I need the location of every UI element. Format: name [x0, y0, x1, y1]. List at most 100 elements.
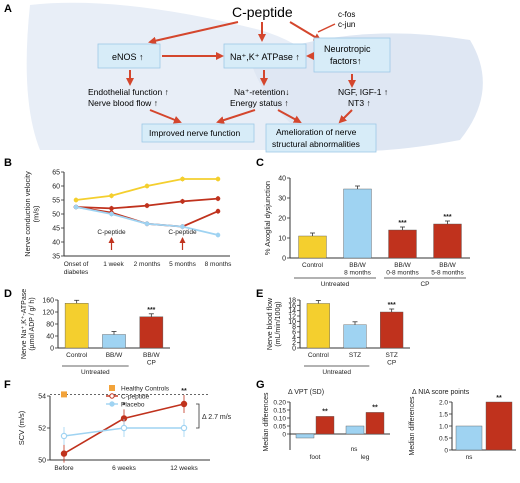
- chart-b-point: [180, 176, 185, 182]
- chart-g2-bar: [455, 425, 483, 451]
- chart-e-y-tick-label: 4: [292, 335, 296, 342]
- chart-c-x-tick-label: BB/W: [394, 262, 411, 269]
- chart-b-x-tick-label: 2 months: [134, 261, 161, 268]
- chart-b-point: [144, 183, 150, 189]
- panel-label-d: D: [4, 288, 12, 300]
- chart-g2-y-tick-label: 1.0: [439, 424, 448, 431]
- chart-f-point: [120, 424, 128, 432]
- chart-c-y-tick-label: 0: [282, 256, 286, 263]
- chart-f-sig-label: **: [181, 388, 187, 395]
- chart-e-y-tick-label: 2: [292, 340, 296, 347]
- endothelial-text: Endothelial function ↑: [88, 87, 169, 97]
- na-retention-text: Na⁺-retention↓: [234, 87, 290, 97]
- chart-e-y-tick-label: 0: [292, 346, 296, 353]
- chart-d-bar: [64, 303, 89, 349]
- chart-g1-y-tick-label: 0.10: [273, 416, 286, 423]
- chart-f-x-tick-label: Before: [54, 465, 74, 472]
- chart-b-y-tick-label: 50: [52, 212, 60, 219]
- panel-a-bg-shape-2: [250, 33, 483, 152]
- chart-f-legend-marker: [109, 393, 115, 399]
- chart-f-legend-label: Placebo: [121, 402, 145, 409]
- chart-d-group-label: Untreated: [81, 369, 110, 376]
- panel-label-f: F: [4, 379, 11, 391]
- chart-c-x-tick-label: 8 months: [344, 270, 371, 277]
- chart-g1-bar: [345, 425, 365, 435]
- chart-e-bar: [343, 324, 367, 349]
- chart-e-y-tick-label: 18: [288, 298, 296, 305]
- chart-f-legend-label: C-peptide: [121, 394, 150, 401]
- chart-g1-bar: [365, 412, 385, 435]
- cjun-label: c-jun: [338, 20, 355, 29]
- chart-c-sig-label: ***: [398, 220, 406, 227]
- chart-b-x-tick-label: 5 months: [169, 261, 196, 268]
- chart-c-x-tick-label: BB/W: [439, 262, 456, 269]
- chart-b-series-line: [75, 178, 218, 201]
- chart-c-sig-label: ***: [443, 214, 451, 221]
- panel-label-c: C: [256, 157, 264, 169]
- chart-c-group-label-1: Untreated: [321, 281, 350, 288]
- atpase-box: [223, 43, 307, 69]
- chart-d-ylabel: Nerve Na⁺,K⁺-ATPase(µmol ADP / g/ h): [21, 289, 36, 359]
- arrow-to-enos: [148, 21, 239, 45]
- chart-b-y-tick-label: 35: [52, 254, 60, 261]
- chart-f-y-tick-label: 54: [38, 394, 46, 401]
- amelioration-box: [265, 123, 377, 153]
- chart-b-x-tick-label: diabetes: [64, 269, 89, 276]
- chart-g1-y-tick-label: 0.20: [273, 400, 286, 407]
- chart-d-x-tick-label: CP: [147, 360, 156, 367]
- chart-d-y-tick-label: 0: [50, 346, 54, 353]
- chart-e-bar: [306, 303, 330, 349]
- chart-e-x-tick-label: Control: [308, 352, 330, 359]
- chart-b-y-tick-label: 60: [52, 184, 60, 191]
- enos-label: eNOS ↑: [112, 52, 144, 62]
- chart-d-y-tick-label: 80: [46, 322, 54, 329]
- chart-f-point: [60, 450, 68, 457]
- chart-f-point: [180, 424, 188, 432]
- amelioration-label-2: structural abnormalities: [272, 139, 360, 149]
- chart-f-legend-marker: [109, 385, 115, 391]
- chart-b-ylabel: Nerve conduction velocity(m/s): [23, 171, 41, 257]
- chart-g1-sig-label: **: [322, 408, 328, 415]
- c-peptide-title: C-peptide: [232, 4, 293, 20]
- chart-b-point: [215, 232, 221, 238]
- amelioration-label-1: Amelioration of nerve: [276, 127, 357, 137]
- chart-b-y-tick-label: 55: [52, 198, 60, 205]
- chart-c-y-tick-label: 20: [278, 216, 286, 223]
- cfos-connector: [317, 23, 336, 33]
- chart-b-point: [73, 204, 79, 210]
- chart-g1-y-tick-label: 0: [282, 432, 286, 439]
- panel-label-e: E: [256, 288, 263, 300]
- arrow-energy-improved: [216, 109, 256, 124]
- chart-g2-sig-label: **: [496, 395, 502, 402]
- chart-g2-y-tick-label: 0.5: [439, 436, 448, 443]
- chart-f-sig-label: *: [123, 402, 126, 409]
- chart-f-point: [60, 432, 68, 440]
- chart-e-y-tick-label: 6: [292, 330, 296, 337]
- chart-g2-y-tick-label: 2.0: [439, 400, 448, 407]
- chart-b-point: [215, 208, 221, 214]
- chart-g2-bar: [485, 401, 513, 451]
- chart-g1-x-tick-label: leg: [361, 454, 370, 461]
- chart-g1-ylabel: Median differences: [263, 392, 270, 452]
- chart-c-bar: [343, 188, 372, 259]
- chart-c-y-tick-label: 40: [278, 176, 286, 183]
- chart-b-annotation-2: C-peptide: [168, 229, 197, 236]
- cfos-label: c-fos: [338, 10, 355, 19]
- chart-e-y-tick-label: 10: [288, 319, 296, 326]
- chart-g1-y-tick-label: 0.05: [273, 424, 286, 431]
- chart-g1-y-tick-label: 0.15: [273, 408, 286, 415]
- chart-g2-title: Δ NIA score points: [412, 389, 470, 396]
- chart-e-bar: [380, 311, 404, 349]
- arrow-energy-amel: [277, 109, 302, 123]
- chart-b-y-tick-label: 65: [52, 170, 60, 177]
- chart-b-x-tick-label: 8 months: [205, 261, 232, 268]
- chart-g1-x-tick-label: foot: [310, 454, 321, 461]
- chart-b-y-tick-label: 40: [52, 240, 60, 247]
- chart-g2-ns-label: ns: [466, 454, 474, 461]
- nt3-text: NT3 ↑: [348, 98, 371, 108]
- chart-c-bar: [298, 235, 327, 259]
- chart-f-point: [180, 400, 188, 408]
- enos-box: [97, 43, 161, 69]
